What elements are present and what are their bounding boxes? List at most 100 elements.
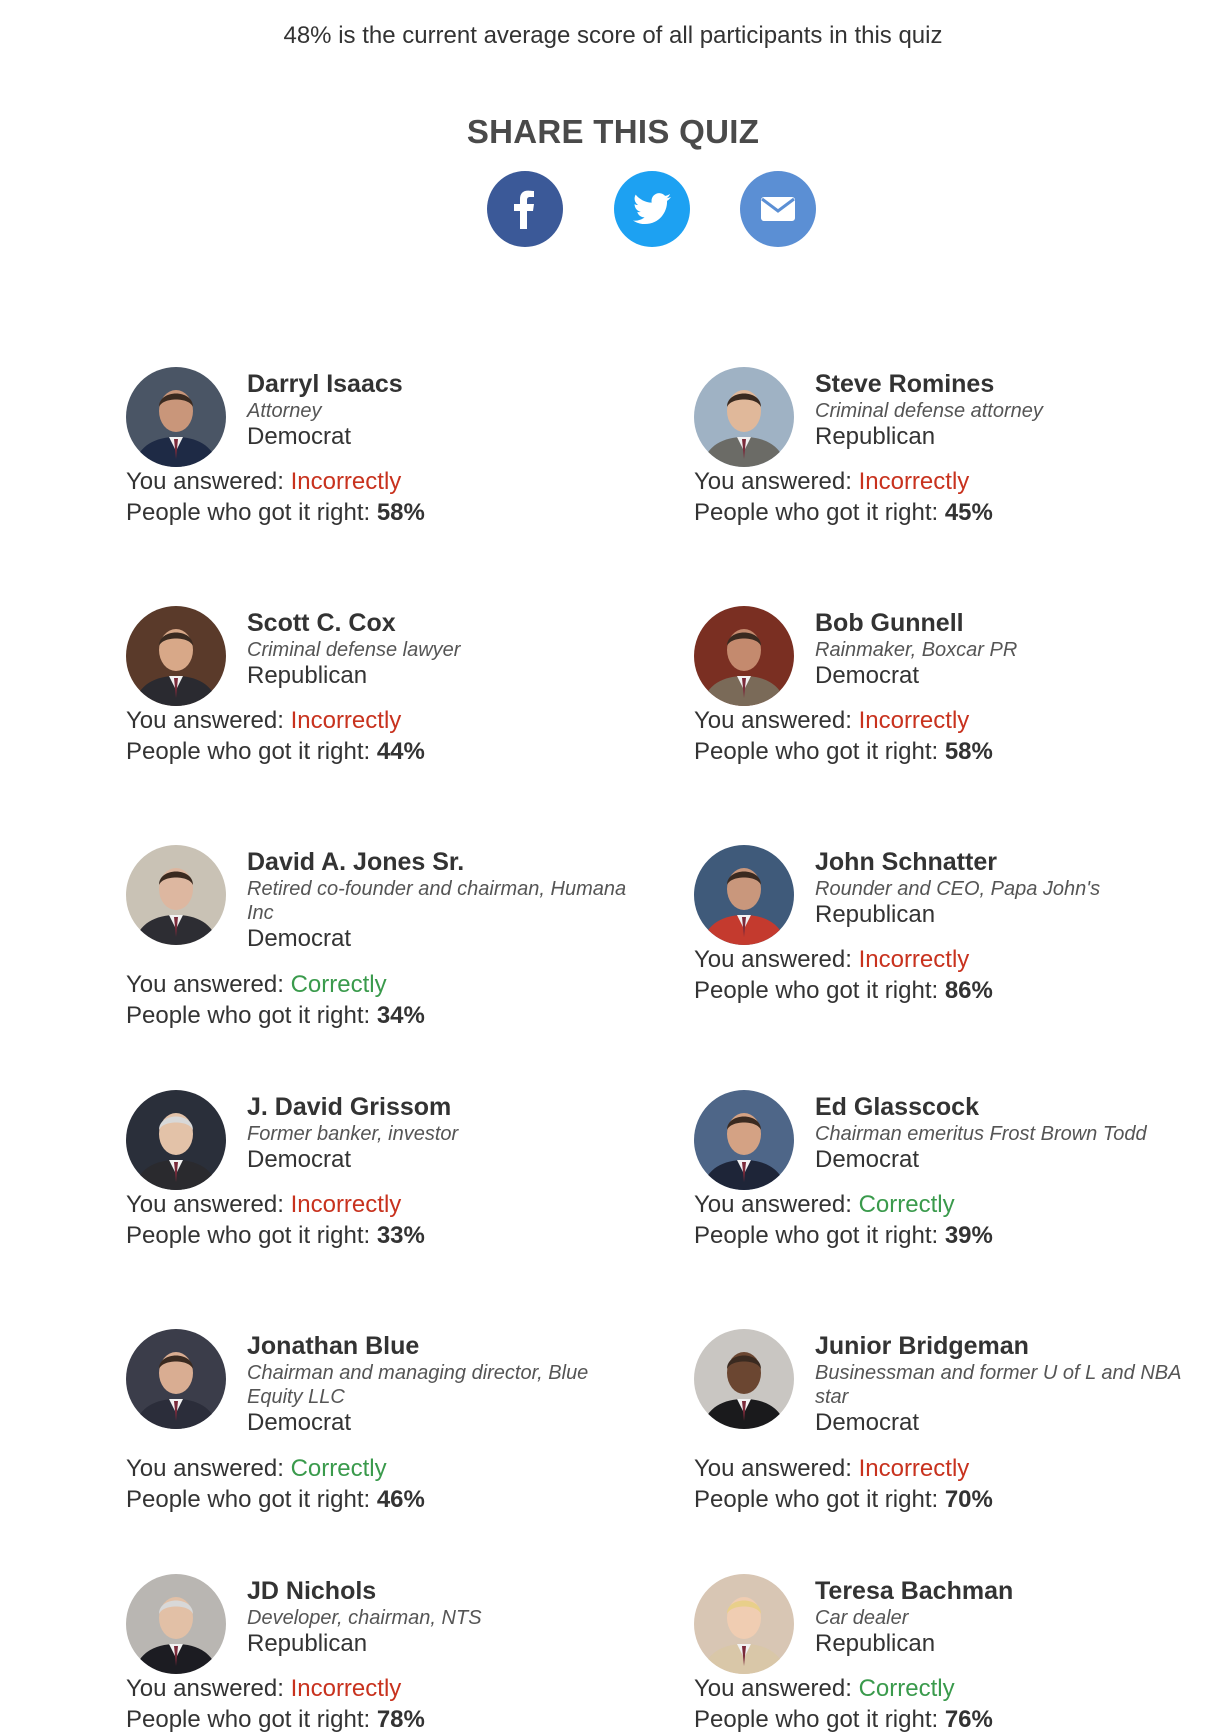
person-photo: [126, 1574, 226, 1674]
percent-right: 58%: [376, 499, 425, 526]
percent-right: 45%: [944, 499, 993, 526]
person-name: Steve Romines: [815, 370, 995, 398]
person-info: Junior Bridgeman Businessman and former U…: [815, 1331, 1215, 1437]
answer-result: Incorrectly: [858, 707, 970, 734]
person-title: Retired co-founder and chairman, Humana …: [247, 878, 627, 924]
your-answer-label: You answered:: [694, 946, 859, 973]
your-answer-label: You answered:: [694, 1675, 859, 1702]
people-right-label: People who got it right:: [694, 1222, 945, 1249]
twitter-share-button[interactable]: [614, 171, 690, 247]
person-info: JD Nichols Developer, chairman, NTS Republ…: [247, 1576, 647, 1658]
average-score-text: 48% is the current average score of all …: [283, 22, 943, 49]
email-share-button[interactable]: [740, 171, 816, 247]
facebook-share-button[interactable]: [487, 171, 563, 247]
percent-right: 78%: [376, 1706, 425, 1733]
person-title: Former banker, investor: [247, 1123, 459, 1145]
person-name: J. David Grissom: [247, 1093, 452, 1121]
person-name: Jonathan Blue: [247, 1332, 420, 1360]
person-name: John Schnatter: [815, 848, 997, 876]
person-title: Attorney: [247, 400, 322, 422]
people-right-line: People who got it right: 58%: [126, 498, 425, 528]
answer-result: Correctly: [290, 1455, 387, 1482]
your-answer-label: You answered:: [694, 1191, 859, 1218]
person-party: Democrat: [815, 1409, 920, 1436]
your-answer-line: You answered: Incorrectly: [694, 706, 969, 736]
person-photo: [126, 1090, 226, 1190]
people-right-line: People who got it right: 33%: [126, 1221, 425, 1251]
person-name: Darryl Isaacs: [247, 370, 403, 398]
person-name: Scott C. Cox: [247, 609, 396, 637]
person-photo: [126, 367, 226, 467]
person-info: J. David Grissom Former banker, investor D…: [247, 1092, 647, 1174]
person-title: Chairman emeritus Frost Brown Todd: [815, 1123, 1147, 1145]
person-name: Bob Gunnell: [815, 609, 964, 637]
your-answer-line: You answered: Incorrectly: [694, 945, 969, 975]
person-title: Chairman and managing director, Blue Equ…: [247, 1362, 589, 1408]
your-answer-label: You answered:: [694, 1455, 859, 1482]
people-right-label: People who got it right:: [126, 1486, 377, 1513]
person-photo: [694, 845, 794, 945]
person-photo: [694, 1329, 794, 1429]
person-name: Ed Glasscock: [815, 1093, 979, 1121]
people-right-line: People who got it right: 86%: [694, 976, 993, 1006]
your-answer-line: You answered: Correctly: [694, 1674, 955, 1704]
facebook-icon: [514, 190, 534, 229]
your-answer-line: You answered: Incorrectly: [694, 1454, 969, 1484]
share-title: SHARE THIS QUIZ: [466, 113, 760, 150]
email-icon: [761, 197, 795, 221]
your-answer-line: You answered: Incorrectly: [126, 706, 401, 736]
person-title: Criminal defense lawyer: [247, 639, 461, 661]
person-party: Republican: [247, 1630, 368, 1657]
people-right-label: People who got it right:: [126, 1706, 377, 1733]
person-photo: [694, 1574, 794, 1674]
people-right-label: People who got it right:: [126, 499, 377, 526]
people-right-label: People who got it right:: [694, 738, 945, 765]
person-name: JD Nichols: [247, 1577, 377, 1605]
answer-result: Correctly: [858, 1191, 955, 1218]
answer-result: Incorrectly: [858, 946, 970, 973]
people-right-line: People who got it right: 44%: [126, 737, 425, 767]
answer-result: Incorrectly: [290, 468, 402, 495]
answer-result: Correctly: [858, 1675, 955, 1702]
people-right-label: People who got it right:: [694, 499, 945, 526]
person-party: Republican: [815, 423, 936, 450]
person-title: Rounder and CEO, Papa John's: [815, 878, 1101, 900]
your-answer-line: You answered: Incorrectly: [126, 1190, 401, 1220]
person-party: Democrat: [815, 1146, 920, 1173]
percent-right: 70%: [944, 1486, 993, 1513]
answer-result: Incorrectly: [858, 468, 970, 495]
people-right-label: People who got it right:: [126, 1222, 377, 1249]
person-info: John Schnatter Rounder and CEO, Papa John…: [815, 847, 1215, 929]
person-photo: [126, 845, 226, 945]
person-photo: [694, 606, 794, 706]
person-party: Democrat: [247, 1146, 352, 1173]
person-title: Criminal defense attorney: [815, 400, 1043, 422]
your-answer-line: You answered: Correctly: [694, 1190, 955, 1220]
person-info: Darryl Isaacs Attorney Democrat: [247, 369, 647, 451]
people-right-label: People who got it right:: [126, 738, 377, 765]
person-party: Democrat: [247, 925, 352, 952]
person-party: Republican: [815, 901, 936, 928]
percent-right: 86%: [944, 977, 993, 1004]
answer-result: Correctly: [290, 971, 387, 998]
people-right-line: People who got it right: 46%: [126, 1485, 425, 1515]
person-title: Developer, chairman, NTS: [247, 1607, 482, 1629]
person-photo: [694, 367, 794, 467]
person-party: Democrat: [815, 662, 920, 689]
your-answer-label: You answered:: [126, 468, 291, 495]
person-title: Businessman and former U of L and NBA st…: [815, 1362, 1181, 1408]
people-right-label: People who got it right:: [694, 1706, 945, 1733]
person-info: Ed Glasscock Chairman emeritus Frost Brow…: [815, 1092, 1215, 1174]
your-answer-line: You answered: Incorrectly: [126, 1674, 401, 1704]
people-right-label: People who got it right:: [126, 1002, 377, 1029]
your-answer-label: You answered:: [126, 1675, 291, 1702]
person-photo: [694, 1090, 794, 1190]
your-answer-line: You answered: Correctly: [126, 1454, 387, 1484]
person-party: Democrat: [247, 1409, 352, 1436]
your-answer-line: You answered: Incorrectly: [126, 467, 401, 497]
person-info: Teresa Bachman Car dealer Republican: [815, 1576, 1215, 1658]
people-right-line: People who got it right: 76%: [694, 1705, 993, 1735]
people-right-line: People who got it right: 34%: [126, 1001, 425, 1031]
person-info: Jonathan Blue Chairman and managing direc…: [247, 1331, 647, 1437]
percent-right: 58%: [944, 738, 993, 765]
